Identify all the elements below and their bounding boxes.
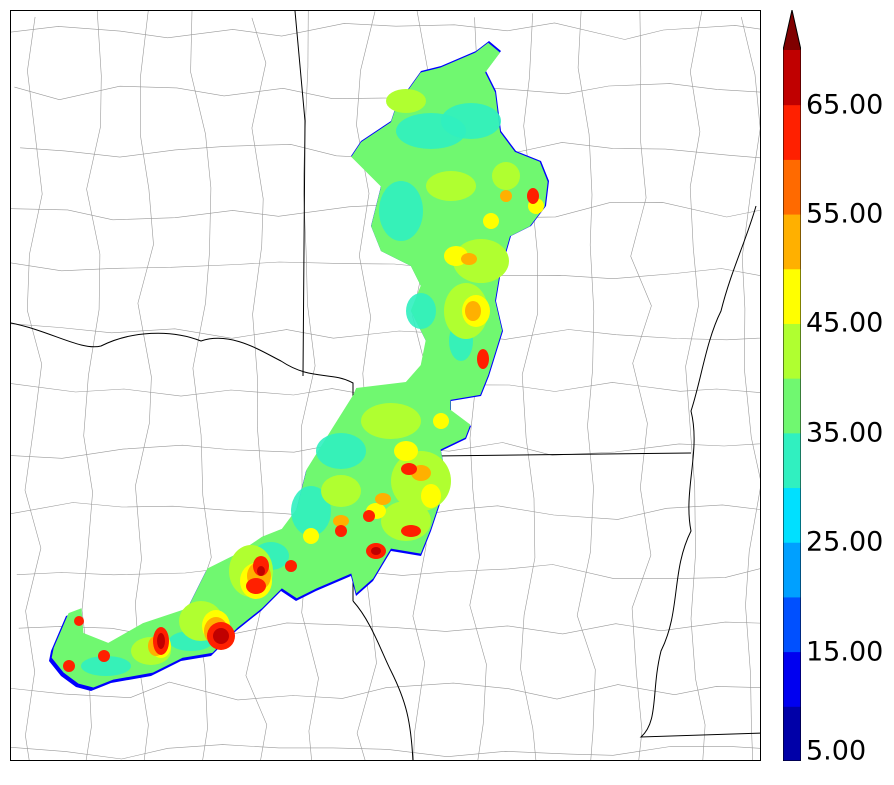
- colorbar-bin: [783, 378, 801, 434]
- precip-mid-cell: [386, 89, 426, 113]
- county-line: [11, 323, 760, 341]
- precip-darkred-cell: [257, 566, 265, 576]
- precip-low-cell: [81, 656, 131, 676]
- precip-low-cell: [441, 103, 501, 139]
- state-line-border-1: [11, 322, 354, 601]
- precip-red-cell: [98, 650, 110, 662]
- county-line: [245, 17, 268, 760]
- precip-mid-cell: [492, 162, 520, 190]
- colorbar-bin: [783, 596, 801, 653]
- county-boundaries: [11, 11, 760, 760]
- colorbar-label: 45.00: [806, 307, 884, 339]
- colorbar-bin: [783, 542, 801, 598]
- colorbar-label: 65.00: [806, 89, 884, 121]
- precip-orange-cell: [461, 253, 477, 265]
- county-line: [190, 11, 212, 760]
- precip-mid-cell: [361, 403, 421, 439]
- state-line-west: [294, 11, 306, 377]
- precip-low-cell: [406, 293, 436, 329]
- precip-darkred-cell: [371, 547, 381, 555]
- precip-mid-cell: [426, 171, 476, 201]
- colorbar-bin: [783, 651, 801, 707]
- precip-low-cell: [316, 433, 366, 469]
- county-line: [520, 13, 538, 760]
- colorbar-bin: [783, 432, 801, 489]
- colorbar-label: 55.00: [806, 198, 884, 230]
- precip-red-cell: [363, 510, 375, 522]
- precip-high-cell: [303, 528, 319, 544]
- colorbar-label: 15.00: [806, 636, 884, 668]
- precip-orange-cell: [333, 515, 349, 527]
- colorbar-bin: [783, 706, 801, 761]
- county-line: [685, 11, 706, 760]
- colorbar-outline: [783, 10, 801, 761]
- county-line: [11, 681, 760, 701]
- colorbar-label: 25.00: [806, 526, 884, 558]
- precip-mid-cell: [321, 475, 361, 507]
- county-line: [24, 16, 43, 760]
- precip-red-cell: [401, 525, 421, 537]
- precip-red-cell: [335, 525, 347, 537]
- precipitation-field: [49, 41, 549, 691]
- precip-darkred-cell: [157, 633, 165, 649]
- colorbar-bin: [783, 268, 801, 324]
- precip-red-cell: [477, 349, 489, 369]
- colorbar-bin: [783, 50, 801, 106]
- precip-high-cell: [433, 413, 449, 429]
- county-line: [576, 11, 596, 760]
- precip-darkred-cell: [213, 628, 229, 644]
- colorbar: [783, 10, 801, 761]
- precip-base: [51, 42, 548, 688]
- precip-high-cell: [483, 213, 499, 229]
- county-line: [630, 11, 652, 760]
- county-line: [11, 22, 760, 40]
- precip-red-cell: [285, 560, 297, 572]
- precip-high-cell: [421, 484, 441, 508]
- precip-orange-cell: [375, 493, 391, 505]
- county-line: [301, 11, 319, 760]
- precip-high-cell: [394, 441, 418, 461]
- state-line-east-river: [639, 205, 760, 738]
- precip-orange-cell: [500, 190, 512, 202]
- colorbar-bin: [783, 214, 801, 270]
- precip-mid-cell: [453, 239, 509, 283]
- county-line: [741, 17, 760, 760]
- radar-map: [11, 11, 760, 760]
- precip-low-cell: [379, 181, 423, 241]
- county-line: [16, 564, 760, 579]
- precip-red-cell: [527, 188, 539, 204]
- colorbar-bin: [783, 104, 801, 160]
- precip-low-cell: [291, 486, 331, 536]
- precip-red-cell: [401, 463, 417, 475]
- county-line: [11, 744, 760, 760]
- colorbar-label: 5.00: [806, 735, 867, 767]
- precip-red-cell: [246, 578, 266, 594]
- map-panel: [10, 10, 761, 761]
- precip-red-cell: [63, 660, 75, 672]
- precip-red-cell: [74, 616, 84, 626]
- colorbar-label: 35.00: [806, 417, 884, 449]
- state-line-river: [352, 600, 414, 760]
- county-line: [11, 261, 760, 280]
- precip-orange-cell: [465, 301, 481, 321]
- state-boundaries: [11, 11, 760, 760]
- colorbar-bin: [783, 159, 801, 215]
- colorbar-bin: [783, 487, 801, 543]
- colorbar-bin: [783, 323, 801, 379]
- colorbar-extend-arrow: [783, 10, 801, 50]
